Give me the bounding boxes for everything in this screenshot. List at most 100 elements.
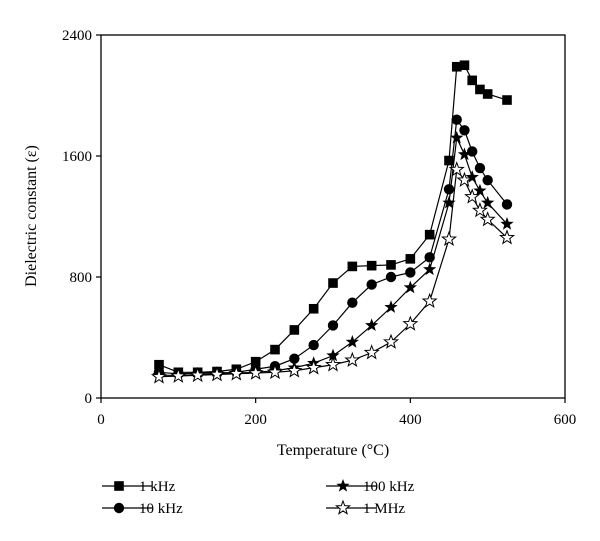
legend: 1 kHz 10 kHz 100 kHz 1 MHz: [102, 479, 415, 517]
series-line: [159, 135, 508, 376]
data-point: [289, 353, 300, 364]
data-point: [448, 161, 465, 177]
data-point: [270, 344, 280, 355]
data-point: [366, 260, 377, 271]
data-point: [498, 229, 516, 245]
data-point: [482, 175, 493, 186]
data-point: [442, 195, 456, 209]
data-point: [465, 170, 479, 183]
data-point: [326, 348, 340, 362]
legend-item: 1 kHz: [102, 479, 176, 495]
data-point: [423, 262, 437, 276]
data-point: [481, 195, 495, 209]
data-point: [344, 351, 361, 368]
plot-frame: [100, 34, 566, 399]
series-10khz: [153, 114, 513, 379]
data-point: [467, 146, 478, 157]
data-point: [501, 199, 513, 210]
series-line: [158, 118, 508, 375]
data-point: [467, 75, 477, 86]
data-point: [386, 260, 396, 270]
legend-marker: [336, 479, 350, 492]
data-point: [384, 300, 398, 313]
data-point: [305, 359, 322, 375]
data-point: [347, 297, 358, 308]
series-line: [158, 64, 508, 373]
plot-area: [100, 34, 566, 399]
x-tick-label: 200: [244, 412, 267, 428]
data-point: [457, 147, 472, 161]
data-point: [473, 183, 487, 197]
data-point: [266, 363, 284, 380]
data-point: [443, 184, 455, 195]
data-point: [471, 201, 488, 218]
y-tick-label: 2400: [62, 28, 92, 44]
x-tick-label: 0: [97, 412, 105, 428]
y-tick-label: 800: [70, 270, 93, 286]
data-point: [308, 339, 319, 351]
data-point: [464, 188, 481, 204]
data-point: [502, 95, 512, 105]
data-point: [327, 320, 339, 331]
data-point: [385, 271, 397, 283]
data-point: [405, 254, 416, 264]
legend-label: 1 kHz: [139, 479, 176, 495]
data-point: [456, 171, 473, 188]
legend-label: 10 kHz: [139, 501, 183, 517]
data-point: [500, 217, 514, 230]
data-point: [451, 61, 462, 72]
data-point: [474, 162, 486, 174]
data-point: [328, 278, 338, 288]
data-point: [366, 279, 377, 290]
x-axis-title: Temperature (°C): [277, 442, 389, 459]
data-point: [482, 89, 493, 99]
x-tick-label: 400: [399, 412, 422, 428]
axis-ticks: 0 200 400 600 0 800 1600 2400: [62, 28, 576, 428]
data-point: [479, 211, 496, 227]
series-1mhz: [150, 161, 516, 384]
data-point: [286, 362, 303, 378]
data-point: [150, 368, 168, 384]
legend-item: 100 kHz: [326, 479, 415, 495]
data-point: [247, 364, 264, 380]
data-point: [250, 356, 261, 367]
data-point: [208, 366, 226, 382]
legend-label: 100 kHz: [363, 479, 415, 495]
data-point: [365, 318, 379, 332]
legend-item: 10 kHz: [102, 501, 183, 517]
legend-item: 1 MHz: [326, 499, 405, 517]
data-point: [440, 230, 458, 247]
data-point: [345, 335, 359, 348]
data-point: [424, 229, 435, 240]
data-point: [289, 325, 300, 335]
data-point: [459, 60, 470, 71]
data-point: [228, 365, 245, 381]
data-point: [444, 155, 454, 166]
legend-label: 1 MHz: [363, 501, 405, 517]
data-point: [421, 292, 438, 309]
data-point: [170, 367, 187, 383]
data-point: [405, 267, 416, 278]
data-point: [450, 130, 464, 144]
data-point: [347, 261, 358, 272]
series-line: [158, 168, 508, 378]
data-point: [451, 114, 462, 125]
legend-marker: [113, 502, 125, 514]
x-tick-label: 600: [554, 412, 577, 428]
data-point: [154, 359, 164, 370]
data-point: [324, 356, 342, 372]
data-point: [475, 84, 485, 95]
data-point: [189, 366, 206, 383]
y-tick-label: 0: [85, 391, 93, 407]
data-point: [403, 280, 417, 294]
legend-marker: [334, 499, 352, 515]
data-point: [382, 333, 400, 349]
data-point: [308, 303, 319, 314]
legend-marker: [114, 481, 124, 491]
data-point: [459, 125, 470, 136]
data-point: [402, 315, 419, 331]
series-layer: [150, 60, 516, 384]
y-tick-label: 1600: [62, 149, 92, 165]
data-point: [363, 344, 380, 360]
